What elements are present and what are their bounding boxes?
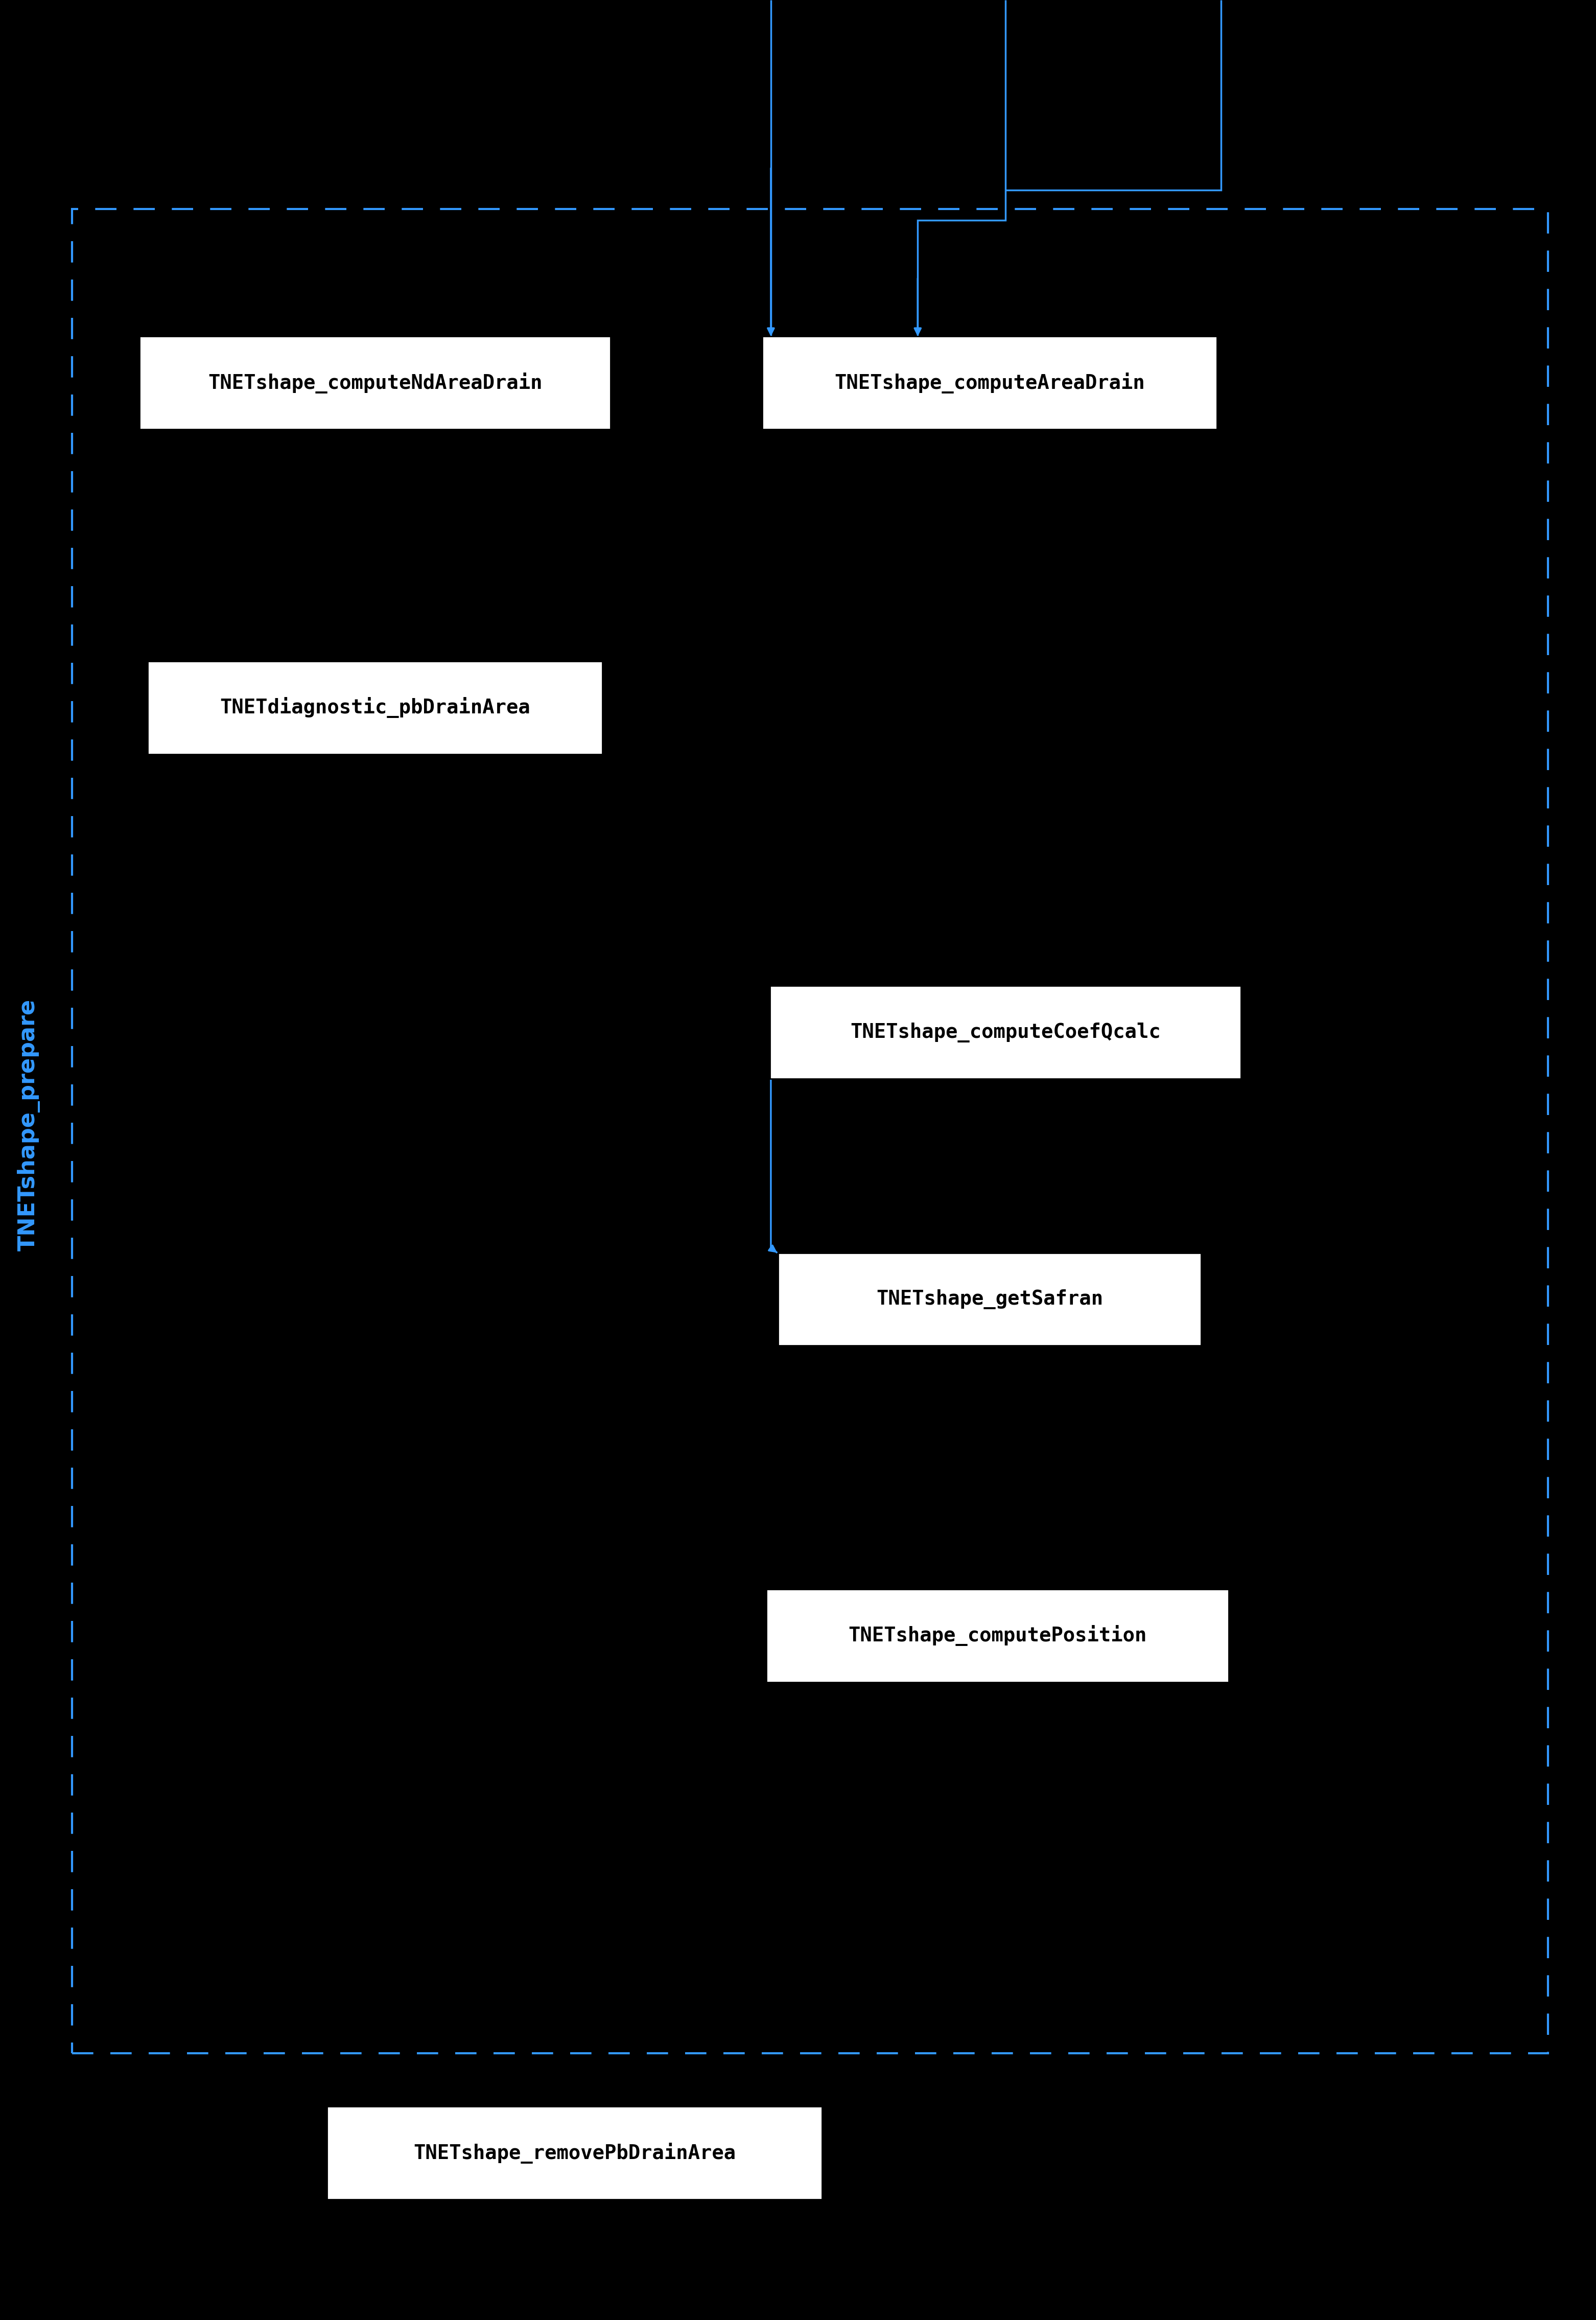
Text: TNETshape_getSafran: TNETshape_getSafran <box>876 1290 1103 1308</box>
FancyBboxPatch shape <box>147 661 602 754</box>
Text: TNETshape_computeNdAreaDrain: TNETshape_computeNdAreaDrain <box>207 371 543 394</box>
FancyBboxPatch shape <box>327 2107 822 2199</box>
FancyBboxPatch shape <box>766 1589 1229 1682</box>
Text: TNETshape_computeCoefQcalc: TNETshape_computeCoefQcalc <box>851 1023 1160 1042</box>
Text: TNETshape_computeAreaDrain: TNETshape_computeAreaDrain <box>835 371 1144 394</box>
FancyBboxPatch shape <box>779 1253 1200 1346</box>
Text: TNETdiagnostic_pbDrainArea: TNETdiagnostic_pbDrainArea <box>220 696 530 719</box>
FancyBboxPatch shape <box>139 336 610 429</box>
Text: TNETshape_prepare: TNETshape_prepare <box>18 1000 40 1250</box>
Text: TNETshape_removePbDrainArea: TNETshape_removePbDrainArea <box>413 2141 736 2165</box>
FancyBboxPatch shape <box>763 336 1216 429</box>
Text: TNETshape_computePosition: TNETshape_computePosition <box>847 1624 1148 1647</box>
FancyBboxPatch shape <box>771 986 1242 1079</box>
